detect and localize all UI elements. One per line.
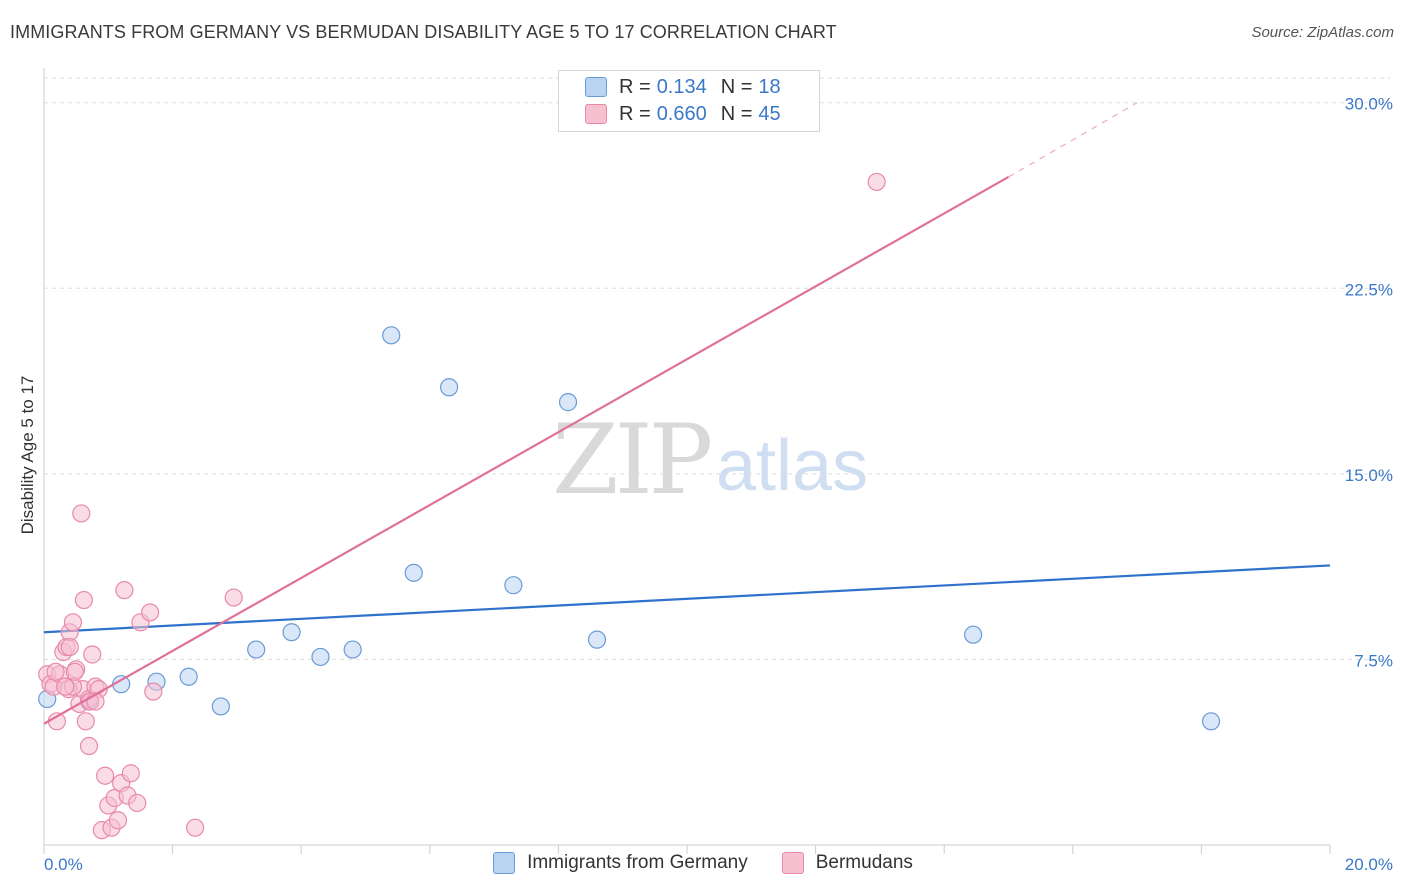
data-point-pink [224, 588, 243, 607]
data-point-pink [121, 764, 140, 783]
data-point-pink [140, 603, 160, 622]
data-point-pink [83, 645, 102, 664]
data-point-pink [867, 172, 886, 192]
y-tick-label: 30.0% [1345, 95, 1393, 114]
data-point-pink [76, 712, 95, 731]
data-point-pink [72, 504, 91, 523]
legend-label-germany: Immigrants from Germany [527, 852, 748, 873]
data-point-blue [439, 378, 459, 397]
y-tick-label: 15.0% [1345, 466, 1393, 485]
data-point-pink [108, 811, 128, 830]
data-point-blue [343, 640, 362, 659]
data-point-pink [46, 662, 65, 681]
data-point-blue [1201, 712, 1221, 731]
data-point-blue [558, 393, 578, 412]
y-axis-label: Disability Age 5 to 17 [18, 375, 37, 535]
data-point-blue [311, 647, 330, 667]
legend-label-bermudans: Bermudans [815, 852, 913, 873]
watermark-atlas: atlas [716, 426, 869, 506]
source-credit: Source: ZipAtlas.com [1251, 24, 1394, 41]
data-point-blue [211, 697, 230, 716]
legend-item-bermudans: Bermudans [781, 852, 913, 874]
watermark-zip: ZIP [552, 404, 713, 516]
trend-line-blue [43, 564, 1331, 634]
data-point-blue [504, 576, 523, 595]
stats-legend: R = 0.134 N = 18 R = 0.660 N = 45 [558, 70, 820, 132]
data-point-blue [247, 640, 266, 659]
data-point-pink [63, 613, 83, 632]
legend-swatch-pink [585, 104, 607, 124]
r-value: 0.134 [656, 75, 707, 98]
data-point-pink [65, 662, 84, 681]
legend-item-germany: Immigrants from Germany [493, 852, 748, 874]
trend-extension-pink [1008, 102, 1138, 178]
data-point-pink [115, 581, 134, 600]
y-tick-label: 7.5% [1354, 651, 1393, 670]
data-point-pink [56, 677, 75, 696]
data-point-pink [144, 682, 163, 701]
data-point-blue [282, 623, 301, 642]
data-point-blue [404, 563, 423, 582]
n-label: N = [720, 75, 753, 98]
data-point-pink [128, 793, 147, 813]
legend-swatch-pink [781, 852, 804, 874]
data-point-pink [60, 637, 79, 657]
data-point-pink [74, 590, 93, 610]
y-tick-label: 22.5% [1345, 280, 1393, 299]
stats-row-bermudans: R = 0.660 N = 45 [585, 101, 781, 127]
legend-swatch-blue [585, 77, 607, 97]
stats-row-germany: R = 0.134 N = 18 [585, 74, 781, 100]
n-label: N = [720, 102, 753, 125]
trend-line-pink [43, 176, 1010, 725]
n-value: 45 [758, 102, 781, 125]
chart-title: IMMIGRANTS FROM GERMANY VS BERMUDAN DISA… [10, 22, 837, 42]
data-point-pink [186, 818, 205, 837]
x-tick-label: 20.0% [1345, 855, 1393, 874]
n-value: 18 [758, 75, 781, 98]
data-point-blue [179, 667, 198, 686]
data-point-pink [95, 766, 115, 785]
r-label: R = [619, 102, 651, 125]
data-point-blue [964, 625, 983, 644]
data-point-pink [79, 736, 99, 756]
r-label: R = [619, 75, 651, 98]
x-tick-label: 0.0% [44, 855, 83, 874]
data-point-blue [587, 630, 607, 649]
legend-swatch-blue [493, 852, 516, 874]
data-point-blue [382, 326, 401, 345]
r-value: 0.660 [656, 102, 707, 125]
series-legend: Immigrants from Germany Bermudans [0, 852, 1406, 874]
